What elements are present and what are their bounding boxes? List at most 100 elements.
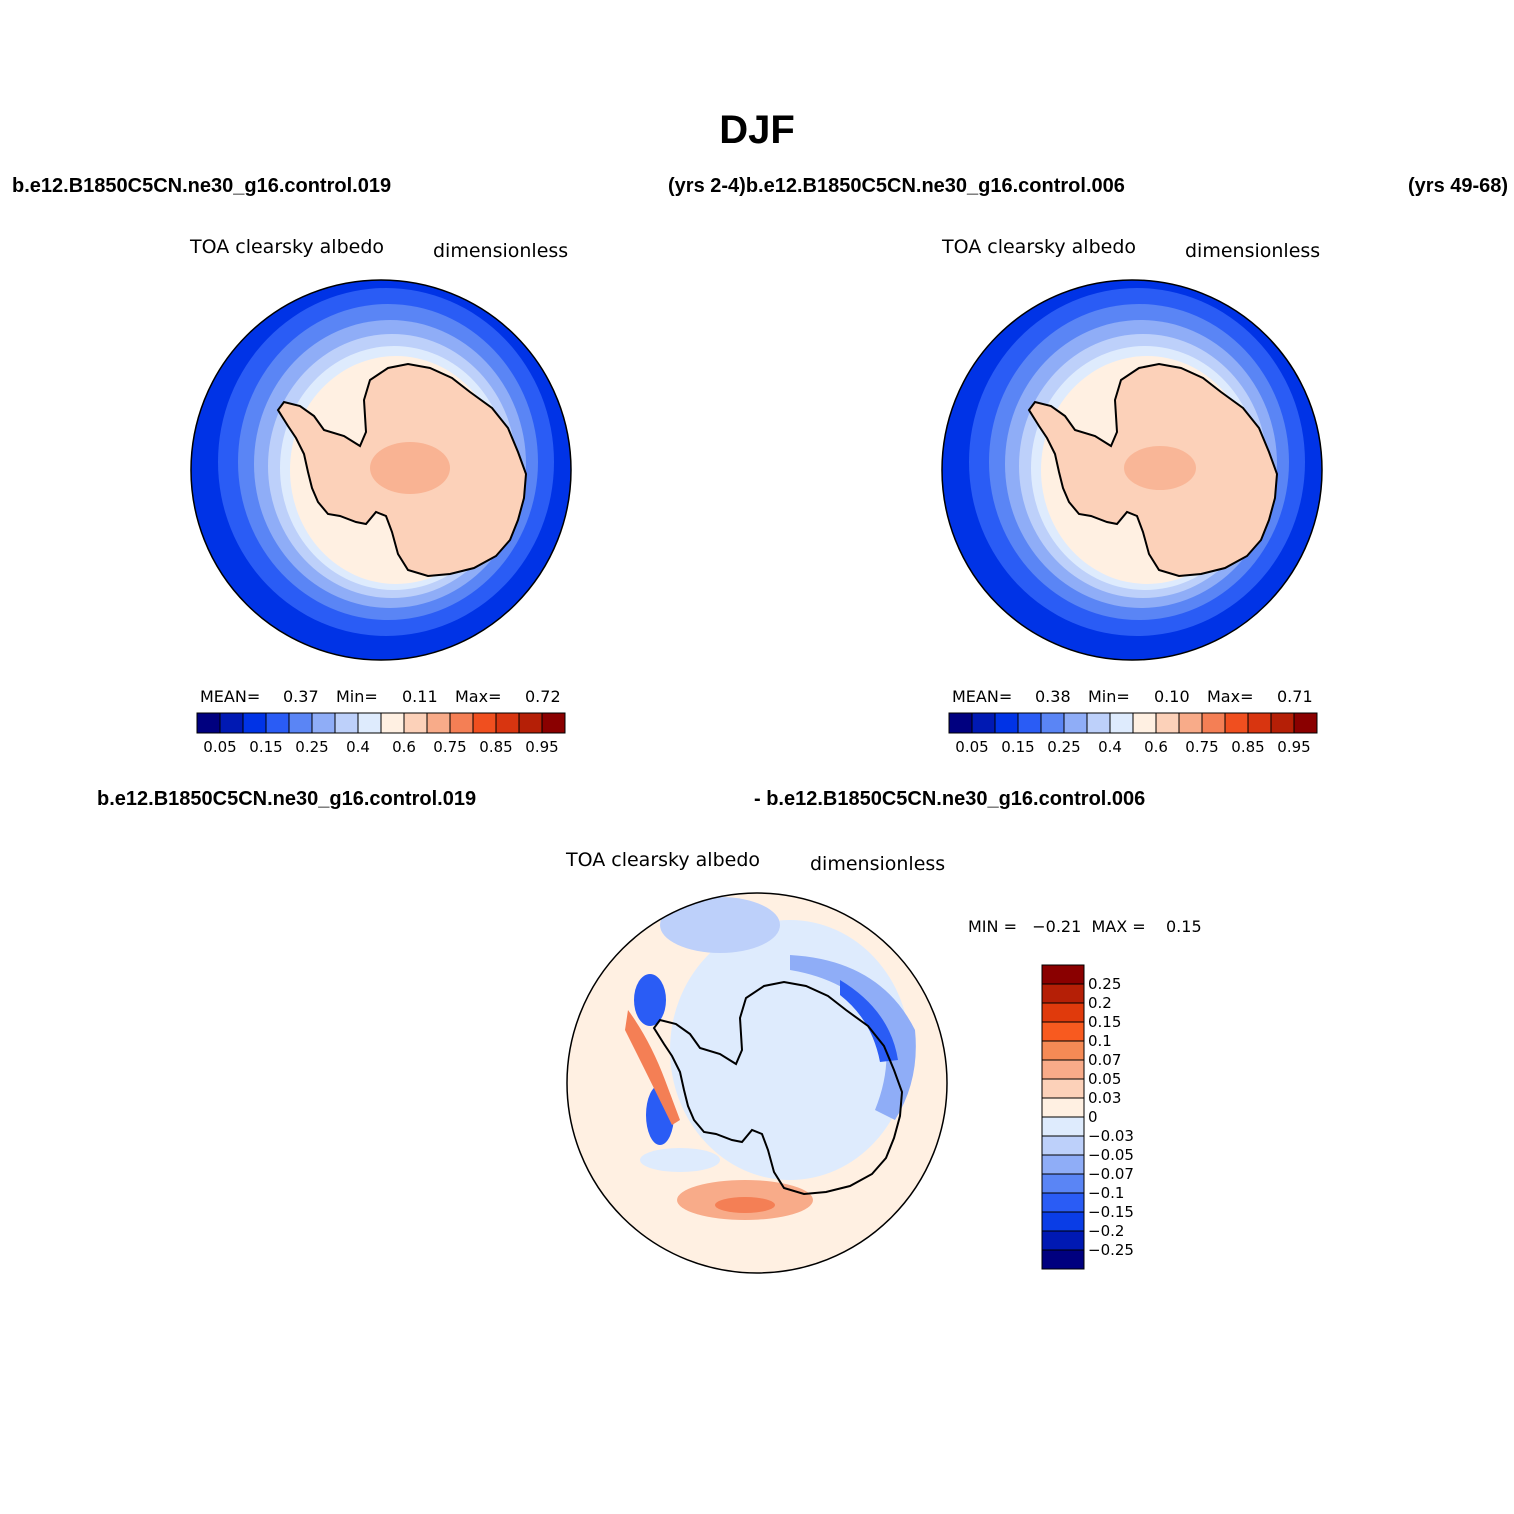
colorbar-box	[1041, 1059, 1085, 1080]
colorbar-box	[219, 712, 244, 734]
colorbar-box	[1041, 1249, 1085, 1270]
colorbar-box	[380, 712, 405, 734]
colorbar-tick-label: 0.6	[1144, 738, 1168, 756]
diff-case-b: - b.e12.B1850C5CN.ne30_g16.control.006	[754, 788, 1146, 810]
colorbar-box	[1063, 712, 1088, 734]
colorbar-tick-label: −0.03	[1088, 1127, 1134, 1145]
panel2-max-label: Max=	[1207, 687, 1254, 706]
colorbar-box	[1041, 1002, 1085, 1023]
colorbar-box	[1041, 1097, 1085, 1118]
colorbar-tick-label: 0.05	[1088, 1070, 1122, 1088]
colorbar-box	[1041, 1230, 1085, 1251]
diff-map	[567, 893, 947, 1273]
colorbar-box	[1041, 1135, 1085, 1156]
colorbar-box	[472, 712, 497, 734]
panel2-mean-label: MEAN=	[952, 687, 1013, 706]
colorbar-box	[1041, 983, 1085, 1004]
colorbar-box	[449, 712, 474, 734]
colorbar-box	[1086, 712, 1111, 734]
colorbar-tick-label: 0.15	[1001, 738, 1035, 756]
colorbar-box	[495, 712, 520, 734]
panel2-min-label: Min=	[1088, 687, 1130, 706]
colorbar-tick-label: −0.25	[1088, 1241, 1134, 1259]
diff-units: dimensionless	[810, 853, 946, 875]
colorbar-box	[1041, 1173, 1085, 1194]
colorbar-tick-label: 0.85	[479, 738, 513, 756]
colorbar-box	[1178, 712, 1203, 734]
colorbar-box	[1293, 712, 1318, 734]
panel1-max-value: 0.72	[525, 687, 561, 706]
panel2-colorbar	[948, 712, 1318, 734]
colorbar-tick-label: 0.4	[1098, 738, 1122, 756]
colorbar-box	[1270, 712, 1295, 734]
colorbar-box	[971, 712, 996, 734]
colorbar-box	[242, 712, 267, 734]
colorbar-tick-label: 0	[1088, 1108, 1098, 1126]
colorbar-tick-label: 0.07	[1088, 1051, 1122, 1069]
colorbar-box	[948, 712, 973, 734]
panel1-map-border	[190, 279, 572, 661]
colorbar-tick-label: 0.4	[346, 738, 370, 756]
colorbar-box	[1109, 712, 1134, 734]
panel2-variable: TOA clearsky albedo	[942, 236, 1136, 258]
colorbar-box	[426, 712, 451, 734]
case-label-right: (yrs 49-68)	[1408, 175, 1508, 197]
colorbar-box	[518, 712, 543, 734]
colorbar-tick-label: −0.15	[1088, 1203, 1134, 1221]
diff-minmax: MIN = −0.21 MAX = 0.15	[968, 917, 1202, 936]
case-label-left: b.e12.B1850C5CN.ne30_g16.control.019	[12, 175, 392, 197]
colorbar-box	[1201, 712, 1226, 734]
colorbar-tick-label: 0.1	[1088, 1032, 1112, 1050]
colorbar-box	[196, 712, 221, 734]
colorbar-tick-label: −0.07	[1088, 1165, 1134, 1183]
colorbar-box	[357, 712, 382, 734]
colorbar-tick-label: 0.95	[525, 738, 559, 756]
colorbar-box	[1041, 1211, 1085, 1232]
colorbar-box	[403, 712, 428, 734]
panel2-map	[942, 280, 1322, 660]
colorbar-box	[311, 712, 336, 734]
panel1-units: dimensionless	[433, 240, 569, 262]
colorbar-tick-label: −0.2	[1088, 1222, 1125, 1240]
panel1-map	[191, 280, 571, 660]
diff-variable: TOA clearsky albedo	[566, 849, 760, 871]
colorbar-box	[541, 712, 566, 734]
colorbar-box	[1041, 1021, 1085, 1042]
panel1-variable: TOA clearsky albedo	[190, 236, 384, 258]
panel2-min-value: 0.10	[1154, 687, 1190, 706]
colorbar-box	[265, 712, 290, 734]
panel2-units: dimensionless	[1185, 240, 1321, 262]
diff-map-border	[566, 892, 948, 1274]
colorbar-tick-label: 0.25	[1047, 738, 1081, 756]
colorbar-tick-label: 0.6	[392, 738, 416, 756]
colorbar-box	[1247, 712, 1272, 734]
colorbar-tick-label: 0.15	[1088, 1013, 1122, 1031]
colorbar-box	[994, 712, 1019, 734]
colorbar-box	[288, 712, 313, 734]
colorbar-tick-label: −0.05	[1088, 1146, 1134, 1164]
panel1-mean-value: 0.37	[283, 687, 319, 706]
colorbar-box	[1040, 712, 1065, 734]
panel1-min-value: 0.11	[402, 687, 438, 706]
colorbar-box	[1041, 964, 1085, 985]
diff-colorbar	[1041, 964, 1085, 1270]
panel1-max-label: Max=	[455, 687, 502, 706]
colorbar-tick-label: −0.1	[1088, 1184, 1125, 1202]
colorbar-box	[1132, 712, 1157, 734]
figure-title: DJF	[719, 108, 795, 152]
panel1-mean-label: MEAN=	[200, 687, 261, 706]
case-label-middle: (yrs 2-4)b.e12.B1850C5CN.ne30_g16.contro…	[668, 175, 1125, 197]
colorbar-tick-label: 0.03	[1088, 1089, 1122, 1107]
colorbar-tick-label: 0.25	[1088, 975, 1122, 993]
panel1-min-label: Min=	[336, 687, 378, 706]
colorbar-box	[1041, 1192, 1085, 1213]
colorbar-box	[1224, 712, 1249, 734]
colorbar-box	[334, 712, 359, 734]
colorbar-tick-label: 0.2	[1088, 994, 1112, 1012]
colorbar-tick-label: 0.05	[203, 738, 237, 756]
panel2-map-border	[941, 279, 1323, 661]
colorbar-box	[1041, 1116, 1085, 1137]
panel2-max-value: 0.71	[1277, 687, 1313, 706]
colorbar-tick-label: 0.15	[249, 738, 283, 756]
